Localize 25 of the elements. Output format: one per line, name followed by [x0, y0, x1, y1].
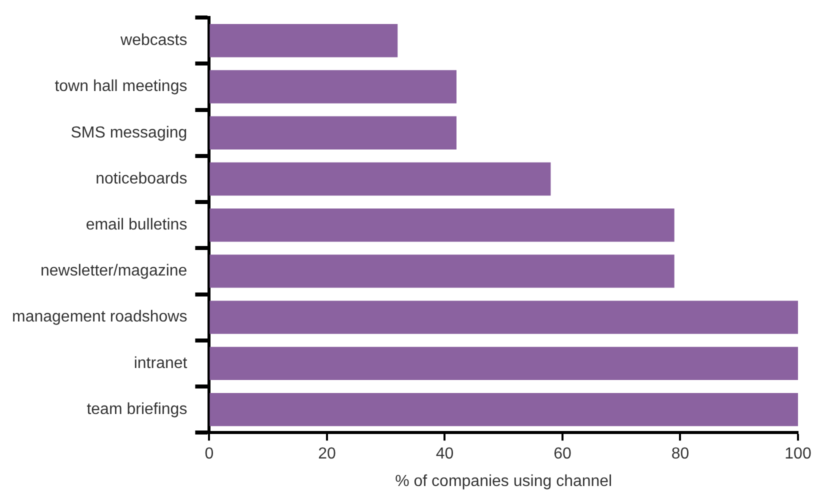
y-tick-label: town hall meetings — [54, 78, 188, 96]
bar — [210, 162, 551, 196]
y-tick-label: email bulletins — [86, 216, 188, 234]
bar — [210, 70, 457, 104]
x-tick-label: 20 — [318, 446, 336, 463]
bar — [210, 208, 674, 242]
y-tick-label: intranet — [134, 354, 188, 372]
x-tick-label: 40 — [436, 446, 454, 463]
y-tick-label: noticeboards — [96, 170, 188, 188]
y-tick-label: newsletter/magazine — [40, 262, 188, 280]
y-tick-label: webcasts — [120, 32, 188, 50]
bar — [210, 116, 457, 150]
x-tick-label: 100 — [784, 446, 812, 463]
x-tick-label: 0 — [204, 446, 214, 463]
x-tick-label: 80 — [671, 446, 690, 463]
bar — [210, 346, 798, 380]
bar — [210, 392, 798, 426]
y-tick-label: management roadshows — [12, 308, 188, 326]
x-axis-title: % of companies using channel — [395, 472, 612, 490]
y-tick-label: team briefings — [86, 400, 188, 418]
x-tick-label: 60 — [554, 446, 572, 463]
bar — [210, 300, 798, 334]
bar — [210, 254, 674, 288]
y-tick-label: SMS messaging — [70, 124, 188, 142]
bar — [210, 24, 398, 58]
